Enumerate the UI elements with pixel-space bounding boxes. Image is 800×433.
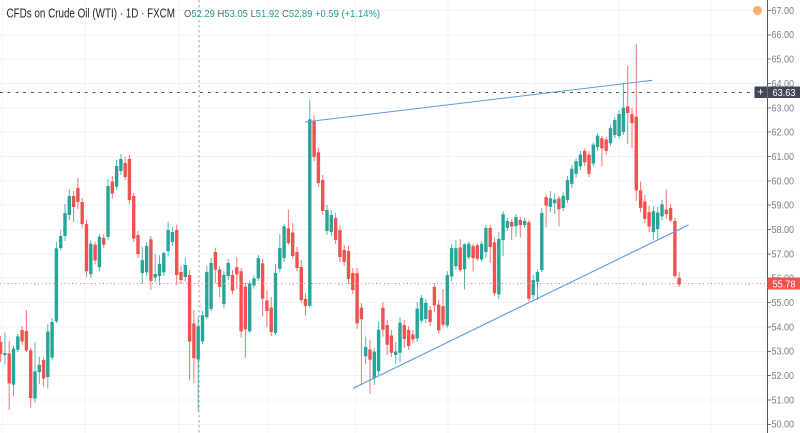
svg-text:53.00: 53.00 [772,347,795,358]
svg-text:60.00: 60.00 [772,176,795,187]
svg-text:57.00: 57.00 [772,249,795,260]
svg-text:59.00: 59.00 [772,201,795,212]
svg-text:55.78: 55.78 [773,280,796,291]
svg-text:O52.29 H53.05 L51.92 C52.89 +0: O52.29 H53.05 L51.92 C52.89 +0.59 (+1.14… [184,8,380,20]
svg-text:61.00: 61.00 [772,152,795,163]
svg-text:66.00: 66.00 [772,30,795,41]
svg-text:+: + [757,87,763,99]
svg-text:65.00: 65.00 [772,55,795,66]
svg-text:54.00: 54.00 [772,322,795,333]
svg-text:55.00: 55.00 [772,298,795,309]
svg-text:67.00: 67.00 [772,6,795,17]
svg-text:62.00: 62.00 [772,128,795,139]
svg-text:CFDs on Crude Oil (WTI) · 1D ·: CFDs on Crude Oil (WTI) · 1D · FXCM [7,7,176,21]
svg-text:63.63: 63.63 [773,88,796,99]
svg-text:64.00: 64.00 [772,79,795,90]
svg-text:58.00: 58.00 [772,225,795,236]
svg-text:52.00: 52.00 [772,371,795,382]
svg-text:51.00: 51.00 [772,395,795,406]
svg-text:63.00: 63.00 [772,103,795,114]
svg-text:50.00: 50.00 [772,420,795,431]
